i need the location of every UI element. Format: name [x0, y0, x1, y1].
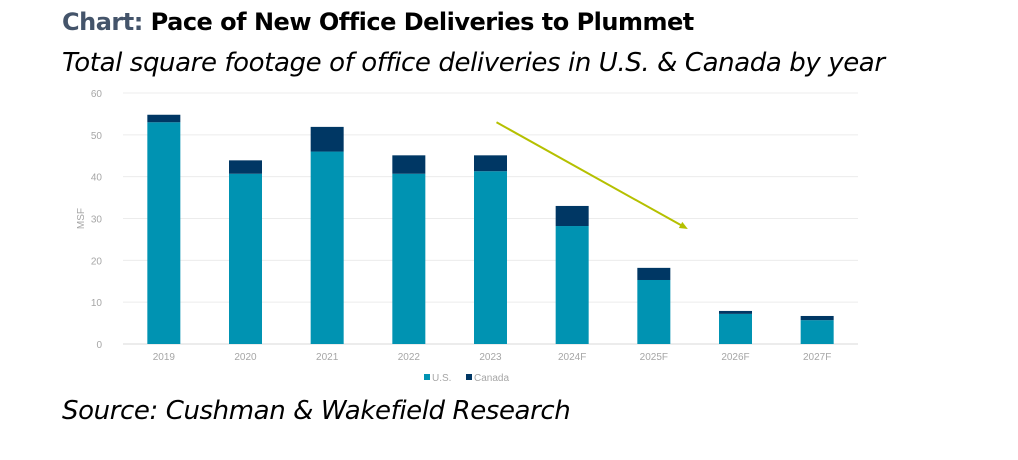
x-tick-label: 2022 [398, 352, 421, 363]
title-lead: Chart: [62, 8, 143, 36]
bar-canada [800, 315, 834, 321]
bar-us [637, 279, 671, 344]
bar-canada [392, 155, 426, 174]
legend-label: Canada [474, 373, 509, 384]
y-tick-label: 10 [91, 298, 103, 309]
chart-title: Chart: Pace of New Office Deliveries to … [62, 8, 694, 36]
bar-canada [229, 160, 262, 174]
bar-us [229, 173, 262, 344]
x-tick-label: 2021 [316, 352, 339, 363]
bar-canada [147, 114, 181, 123]
bar-us [555, 226, 589, 344]
bar-us [474, 171, 507, 344]
bar-us [719, 313, 752, 344]
y-tick-label: 50 [91, 131, 103, 142]
title-text: Pace of New Office Deliveries to Plummet [150, 8, 695, 36]
x-tick-label: 2026F [721, 352, 749, 363]
legend-swatch [466, 374, 472, 380]
y-tick-label: 20 [91, 256, 103, 267]
legend-label: U.S. [432, 373, 451, 384]
bar-canada [555, 205, 589, 227]
bar-canada [474, 155, 507, 172]
x-tick-label: 2024F [558, 352, 586, 363]
source-note: Source: Cushman & Wakefield Research [62, 396, 571, 426]
y-axis-label: MSF [76, 208, 87, 229]
x-tick-label: 2020 [234, 352, 257, 363]
trend-arrow-line [496, 121, 683, 227]
legend-swatch [424, 374, 430, 380]
x-tick-label: 2027F [803, 352, 831, 363]
y-tick-label: 0 [96, 340, 102, 351]
bar-us [392, 173, 426, 344]
bar-canada [637, 267, 671, 280]
bar-us [147, 122, 181, 345]
bar-us [800, 320, 834, 344]
bar-canada [310, 126, 344, 152]
bar-canada [719, 310, 752, 314]
y-tick-label: 40 [91, 173, 103, 184]
trend-arrow-head-icon [678, 221, 688, 229]
x-tick-label: 2023 [479, 352, 502, 363]
y-tick-label: 30 [91, 215, 103, 226]
chart-subtitle: Total square footage of office deliverie… [62, 48, 885, 78]
bar-us [310, 151, 344, 344]
y-tick-label: 60 [91, 89, 103, 100]
x-tick-label: 2025F [640, 352, 668, 363]
x-tick-label: 2019 [153, 352, 176, 363]
